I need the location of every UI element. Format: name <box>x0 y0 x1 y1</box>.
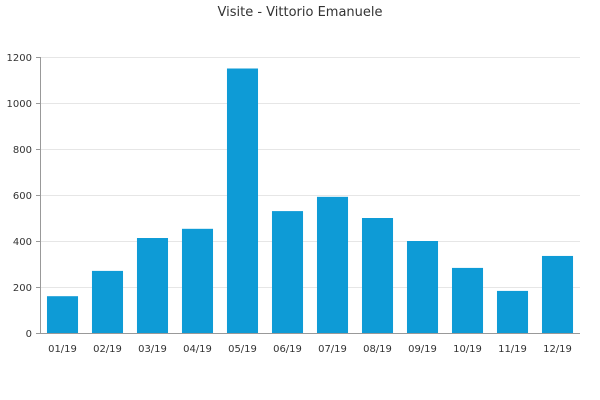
bar <box>451 267 484 333</box>
bar <box>181 228 214 333</box>
y-tick-label: 0 <box>26 329 32 340</box>
gridlines <box>40 57 580 288</box>
x-tick-label: 05/19 <box>228 344 257 355</box>
bar <box>271 211 304 333</box>
x-tick-label: 01/19 <box>48 344 77 355</box>
x-tick-label: 04/19 <box>183 344 212 355</box>
x-tick-label: 12/19 <box>543 344 572 355</box>
x-tick-label: 02/19 <box>93 344 122 355</box>
axes <box>36 57 580 334</box>
x-tick-label: 03/19 <box>138 344 167 355</box>
y-tick-label: 800 <box>13 145 32 156</box>
x-tick-label: 07/19 <box>318 344 347 355</box>
bar <box>541 255 574 333</box>
bar <box>361 218 394 333</box>
y-tick-label: 600 <box>13 191 32 202</box>
y-tick-label: 400 <box>13 237 32 248</box>
x-tick-label: 06/19 <box>273 344 302 355</box>
x-tick-label: 10/19 <box>453 344 482 355</box>
bar <box>226 68 259 333</box>
bar <box>136 238 169 333</box>
y-tick-label: 1200 <box>7 53 32 64</box>
bar <box>316 196 349 333</box>
bar <box>46 296 79 333</box>
bar <box>91 270 124 333</box>
x-tick-labels: 01/19 02/19 03/19 04/19 05/19 06/19 07/19 08/19… <box>48 344 572 355</box>
bar <box>406 241 439 333</box>
bars <box>46 68 574 333</box>
y-tick-label: 1000 <box>7 99 32 110</box>
x-tick-label: 08/19 <box>363 344 392 355</box>
x-tick-label: 09/19 <box>408 344 437 355</box>
bar <box>496 290 529 333</box>
y-tick-label: 200 <box>13 283 32 294</box>
chart-title: Visite - Vittorio Emanuele <box>218 5 383 20</box>
y-tick-labels: 0 200 400 600 800 1000 1200 <box>7 53 32 340</box>
x-tick-label: 11/19 <box>498 344 527 355</box>
